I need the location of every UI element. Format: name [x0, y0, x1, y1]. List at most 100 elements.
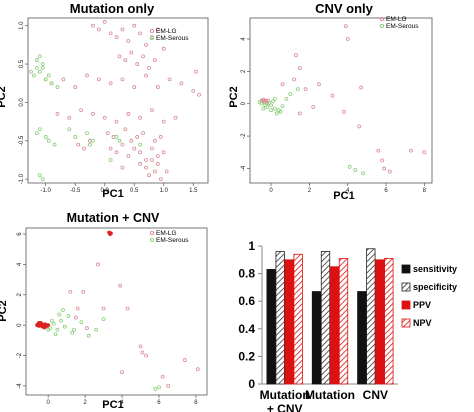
y-tick-label: -1.0 — [19, 173, 25, 184]
data-point — [280, 104, 285, 109]
x-tick-label: 6 — [384, 188, 388, 194]
data-point — [138, 31, 143, 36]
x-tick-label: 0.5 — [130, 188, 139, 194]
data-point — [295, 87, 300, 92]
y-tick-label: 0 — [17, 323, 23, 327]
legend-marker — [149, 237, 155, 243]
data-point — [267, 101, 272, 105]
plot-frame — [25, 227, 208, 396]
bar — [284, 259, 294, 385]
data-point — [150, 146, 154, 151]
x-tick-label: 0.0 — [101, 188, 110, 194]
x-axis-label: PC1 — [102, 188, 123, 200]
x-tick-label: 0 — [269, 188, 273, 194]
data-point — [86, 333, 91, 338]
data-point — [387, 169, 392, 174]
data-point — [70, 330, 75, 335]
scatter-panel-mutation-only: Mutation only PC2 PC1 -1.0 -0.5 0.0 0.5 1.0 1… — [0, 1, 209, 200]
data-point — [152, 169, 157, 174]
data-point — [129, 50, 134, 55]
data-point — [173, 115, 178, 120]
panel-title: Mutation + CNV — [67, 211, 160, 225]
data-point — [297, 66, 302, 71]
data-point — [164, 169, 169, 174]
bar — [320, 251, 331, 385]
data-point — [62, 324, 67, 329]
data-point — [108, 146, 113, 151]
x-tick-label: 6 — [157, 400, 161, 406]
data-point — [152, 138, 157, 143]
legend-swatch — [401, 264, 411, 274]
data-point — [117, 138, 122, 143]
data-point — [73, 135, 78, 139]
legend-label: EM-Serous — [156, 35, 189, 42]
data-point — [108, 158, 113, 162]
data-point — [53, 332, 58, 337]
legend-marker — [149, 230, 155, 236]
x-tick-label: 0 — [46, 400, 50, 406]
data-point — [382, 166, 387, 171]
y-tick-label: -4 — [241, 165, 247, 171]
data-point — [79, 320, 84, 325]
data-point — [68, 289, 73, 294]
data-point — [108, 232, 112, 236]
x-tick-label: 8 — [194, 400, 198, 406]
data-point — [297, 111, 302, 116]
data-point — [126, 39, 131, 43]
legend-label: NPV — [413, 318, 432, 328]
data-point — [46, 73, 51, 78]
data-point — [81, 289, 86, 294]
data-point — [197, 92, 202, 97]
panel-title: Mutation only — [70, 1, 155, 16]
data-point — [182, 358, 187, 362]
data-point — [265, 105, 270, 109]
data-point — [376, 148, 381, 153]
data-point — [138, 344, 143, 349]
data-point — [141, 131, 145, 136]
bar — [375, 259, 385, 385]
data-point — [101, 306, 106, 311]
data-point — [57, 312, 62, 317]
data-point — [125, 306, 130, 311]
x-tick-label: 2 — [308, 188, 312, 194]
data-point — [49, 81, 54, 86]
data-point — [91, 23, 95, 28]
x-tick-label: 8 — [423, 188, 427, 194]
legend-marker — [379, 16, 385, 22]
data-point — [422, 150, 427, 155]
legend-label: sensitivity — [413, 264, 457, 274]
data-point — [144, 73, 148, 78]
legend-marker — [149, 35, 155, 41]
data-point — [144, 158, 148, 162]
data-point — [72, 327, 76, 332]
data-point — [161, 119, 166, 124]
data-point — [191, 89, 196, 93]
data-point — [132, 146, 137, 151]
data-point — [140, 350, 145, 355]
data-point — [55, 112, 60, 116]
data-point — [161, 150, 166, 155]
data-point — [29, 69, 33, 74]
data-point — [144, 353, 148, 358]
legend-label: EM-LG — [156, 28, 177, 35]
data-point — [138, 161, 143, 166]
x-axis-label: PC1 — [333, 190, 354, 202]
data-point — [118, 283, 123, 288]
scatter-panel-cnv-only: CNV only PC2 PC1 0 2 4 6 8 -4 -2 0 2 4 EM-LGEM-Ser… — [228, 1, 433, 202]
data-point — [144, 165, 148, 170]
data-point — [126, 154, 131, 159]
plot-frame — [27, 17, 209, 184]
data-point — [161, 46, 166, 51]
y-tick-label: 1.0 — [19, 21, 25, 30]
data-point — [158, 177, 163, 182]
x-tick-label: -0.5 — [70, 188, 81, 194]
data-point — [194, 69, 199, 74]
data-point — [82, 146, 86, 151]
data-point — [105, 131, 110, 136]
data-point — [123, 58, 128, 63]
data-point — [101, 317, 106, 321]
x-tick-label: 1.5 — [189, 188, 198, 194]
data-point — [157, 385, 161, 390]
